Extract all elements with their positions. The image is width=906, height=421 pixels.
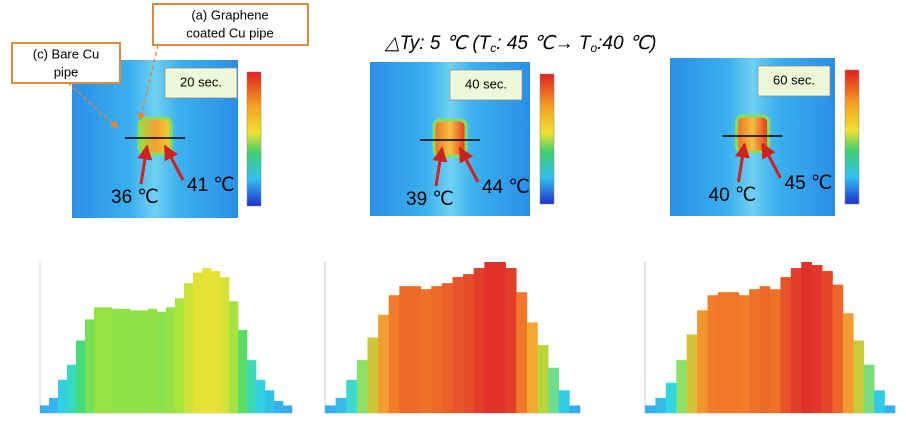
bare-temp: 40 ℃ (709, 185, 757, 206)
bar (399, 286, 410, 413)
bar (265, 390, 274, 413)
bar (421, 289, 432, 413)
bar (516, 292, 527, 413)
bar (325, 405, 336, 413)
colorbar (540, 74, 554, 204)
bar (76, 341, 85, 413)
bar (538, 345, 549, 413)
bar (40, 405, 49, 413)
bar (283, 405, 292, 413)
callout-text: (c) Bare Cu (33, 46, 99, 61)
bar (874, 390, 885, 413)
bar (410, 286, 421, 413)
bare-temp: 36 ℃ (111, 187, 159, 208)
time-label: 20 sec. (180, 74, 222, 89)
bar (453, 277, 464, 413)
bar (676, 360, 687, 413)
bar (175, 298, 184, 413)
bar (687, 334, 698, 413)
bar (368, 338, 379, 414)
bar (484, 262, 495, 413)
bar (130, 310, 139, 413)
coated-temp: 41 ℃ (187, 175, 235, 196)
bar (463, 274, 474, 413)
bar (760, 286, 771, 413)
bar (121, 309, 130, 413)
bar (58, 380, 67, 413)
colorbar (247, 72, 261, 206)
bar (256, 380, 265, 413)
bar (220, 277, 229, 413)
bar (94, 307, 103, 413)
bar (728, 292, 739, 413)
bar (202, 268, 211, 413)
bar (442, 283, 453, 413)
bar (148, 309, 157, 413)
bar (238, 330, 247, 413)
header: △Ty: 5 ℃ (Tc: 45 ℃→ To:40 ℃) (384, 33, 657, 55)
bar (139, 310, 148, 413)
bar (357, 360, 368, 413)
callout-text: coated Cu pipe (186, 25, 273, 40)
bar (666, 383, 677, 413)
callout-text: pipe (54, 64, 79, 79)
bar (739, 295, 750, 413)
coated-temp: 44 ℃ (482, 177, 530, 198)
bar (708, 295, 719, 413)
time-label: 60 sec. (773, 72, 815, 87)
bar (389, 295, 400, 413)
bar (157, 312, 166, 413)
bar (431, 286, 442, 413)
bar (864, 365, 875, 413)
bar (527, 322, 538, 413)
bar (833, 285, 844, 413)
callout-text: (a) Graphene (191, 7, 268, 22)
bar (166, 307, 175, 413)
bar (274, 401, 283, 413)
bar (559, 390, 570, 413)
bar (812, 265, 823, 413)
bar (211, 271, 220, 413)
bar (655, 398, 666, 413)
bar (336, 398, 347, 413)
bar (495, 262, 506, 413)
bar (749, 289, 760, 413)
bar (506, 268, 517, 413)
bar (791, 268, 802, 413)
bar (801, 262, 812, 413)
bar (49, 398, 58, 413)
time-label: 40 sec. (465, 76, 507, 91)
bar (229, 301, 238, 413)
bar (85, 319, 94, 413)
bar (548, 368, 559, 413)
bar (103, 307, 112, 413)
bar (697, 310, 708, 413)
bar (843, 313, 854, 413)
bar (770, 289, 781, 413)
bar (885, 405, 896, 413)
bar (346, 380, 357, 413)
bar (822, 271, 833, 413)
bar (112, 309, 121, 413)
bar (645, 405, 656, 413)
bar (718, 292, 729, 413)
bar (67, 365, 76, 413)
bare-temp: 39 ℃ (406, 189, 454, 210)
bar (184, 283, 193, 413)
bar (193, 273, 202, 413)
bar (780, 277, 791, 413)
bar (247, 360, 256, 413)
bar (378, 315, 389, 413)
colorbar (845, 70, 859, 204)
bar (474, 268, 485, 413)
bar (853, 341, 864, 413)
bar (569, 405, 580, 413)
coated-temp: 45 ℃ (785, 173, 833, 194)
figure: △Ty: 5 ℃ (Tc: 45 ℃→ To:40 ℃) 20 sec. 36 ℃… (0, 0, 906, 421)
